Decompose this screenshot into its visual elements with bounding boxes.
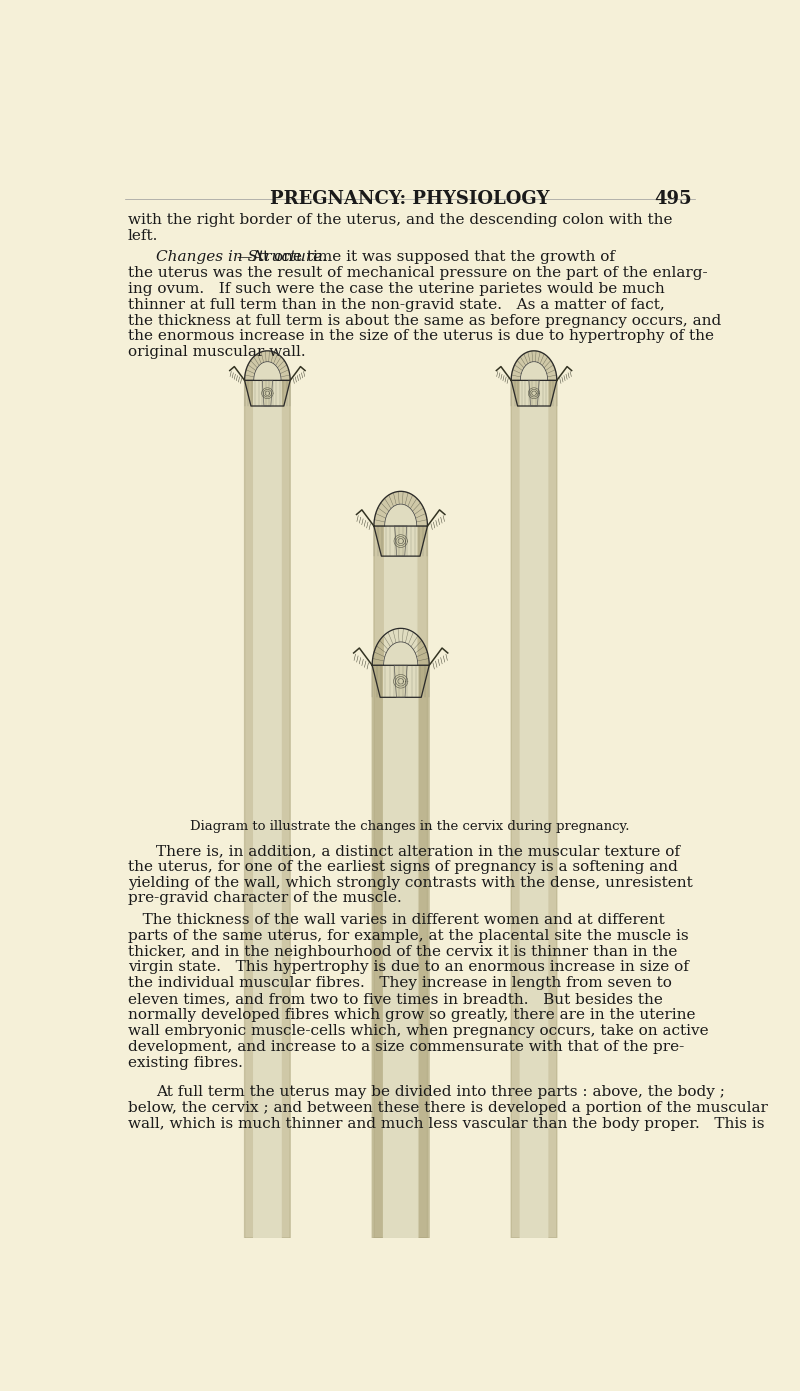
Polygon shape <box>383 641 418 1238</box>
Text: ing ovum.   If such were the case the uterine parietes would be much: ing ovum. If such were the case the uter… <box>128 282 665 296</box>
Text: Changes in Structure.: Changes in Structure. <box>156 250 327 264</box>
Text: virgin state.   This hypertrophy is due to an enormous increase in size of: virgin state. This hypertrophy is due to… <box>128 960 689 975</box>
Text: 495: 495 <box>654 191 692 209</box>
Text: wall embryonic muscle-cells which, when pregnancy occurs, take on active: wall embryonic muscle-cells which, when … <box>128 1024 709 1038</box>
Polygon shape <box>374 526 427 556</box>
Polygon shape <box>262 380 273 406</box>
Polygon shape <box>520 362 548 1238</box>
Text: the uterus, for one of the earliest signs of pregnancy is a softening and: the uterus, for one of the earliest sign… <box>128 860 678 874</box>
Polygon shape <box>374 491 427 1238</box>
Text: parts of the same uterus, for example, at the placental site the muscle is: parts of the same uterus, for example, a… <box>128 929 689 943</box>
Text: the enormous increase in the size of the uterus is due to hypertrophy of the: the enormous increase in the size of the… <box>128 330 714 344</box>
Text: left.: left. <box>128 230 158 243</box>
Text: normally developed fibres which grow so greatly, there are in the uterine: normally developed fibres which grow so … <box>128 1008 695 1022</box>
Text: Diagram to illustrate the changes in the cervix during pregnancy.: Diagram to illustrate the changes in the… <box>190 819 630 833</box>
Text: development, and increase to a size commensurate with that of the pre-: development, and increase to a size comm… <box>128 1039 684 1054</box>
Text: PREGNANCY: PHYSIOLOGY: PREGNANCY: PHYSIOLOGY <box>270 191 550 209</box>
Text: original muscular wall.: original muscular wall. <box>128 345 306 359</box>
Polygon shape <box>245 351 290 1238</box>
Text: with the right border of the uterus, and the descending colon with the: with the right border of the uterus, and… <box>128 213 672 227</box>
Text: There is, in addition, a distinct alteration in the muscular texture of: There is, in addition, a distinct altera… <box>156 844 680 858</box>
Polygon shape <box>245 380 290 406</box>
Text: —At one time it was supposed that the growth of: —At one time it was supposed that the gr… <box>237 250 614 264</box>
Polygon shape <box>394 665 407 697</box>
Text: below, the cervix ; and between these there is developed a portion of the muscul: below, the cervix ; and between these th… <box>128 1100 768 1114</box>
Text: pre-gravid character of the muscle.: pre-gravid character of the muscle. <box>128 892 402 906</box>
Text: the individual muscular fibres.   They increase in length from seven to: the individual muscular fibres. They inc… <box>128 976 672 990</box>
Text: The thickness of the wall varies in different women and at different: The thickness of the wall varies in diff… <box>128 912 665 926</box>
Polygon shape <box>394 526 406 556</box>
Text: thinner at full term than in the non-gravid state.   As a matter of fact,: thinner at full term than in the non-gra… <box>128 298 665 312</box>
Polygon shape <box>529 380 539 406</box>
Text: At full term the uterus may be divided into three parts : above, the body ;: At full term the uterus may be divided i… <box>156 1085 725 1099</box>
Text: eleven times, and from two to five times in breadth.   But besides the: eleven times, and from two to five times… <box>128 992 662 1006</box>
Polygon shape <box>372 665 430 697</box>
Text: the thickness at full term is about the same as before pregnancy occurs, and: the thickness at full term is about the … <box>128 313 721 328</box>
Polygon shape <box>254 362 281 1238</box>
Polygon shape <box>372 629 430 1238</box>
Text: existing fibres.: existing fibres. <box>128 1056 242 1070</box>
Polygon shape <box>511 380 557 406</box>
Text: wall, which is much thinner and much less vascular than the body proper.   This : wall, which is much thinner and much les… <box>128 1117 765 1131</box>
Polygon shape <box>385 504 417 1238</box>
Polygon shape <box>511 351 557 1238</box>
Text: thicker, and in the neighbourhood of the cervix it is thinner than in the: thicker, and in the neighbourhood of the… <box>128 944 678 958</box>
Text: the uterus was the result of mechanical pressure on the part of the enlarg-: the uterus was the result of mechanical … <box>128 266 707 280</box>
Text: yielding of the wall, which strongly contrasts with the dense, unresistent: yielding of the wall, which strongly con… <box>128 876 693 890</box>
